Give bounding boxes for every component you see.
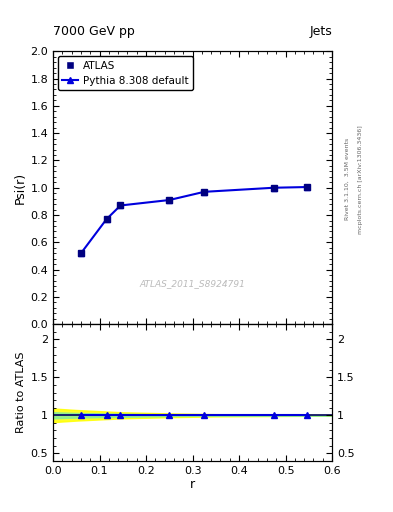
Text: mcplots.cern.ch [arXiv:1306.3436]: mcplots.cern.ch [arXiv:1306.3436]	[358, 125, 363, 233]
Text: 7000 GeV pp: 7000 GeV pp	[53, 26, 135, 38]
Legend: ATLAS, Pythia 8.308 default: ATLAS, Pythia 8.308 default	[58, 56, 193, 90]
Text: ATLAS_2011_S8924791: ATLAS_2011_S8924791	[140, 279, 246, 288]
X-axis label: r: r	[190, 478, 195, 492]
Y-axis label: Ratio to ATLAS: Ratio to ATLAS	[17, 352, 26, 433]
Y-axis label: Psi(r): Psi(r)	[13, 172, 26, 204]
Text: Jets: Jets	[309, 26, 332, 38]
Text: Rivet 3.1.10,  3.5M events: Rivet 3.1.10, 3.5M events	[345, 138, 350, 220]
